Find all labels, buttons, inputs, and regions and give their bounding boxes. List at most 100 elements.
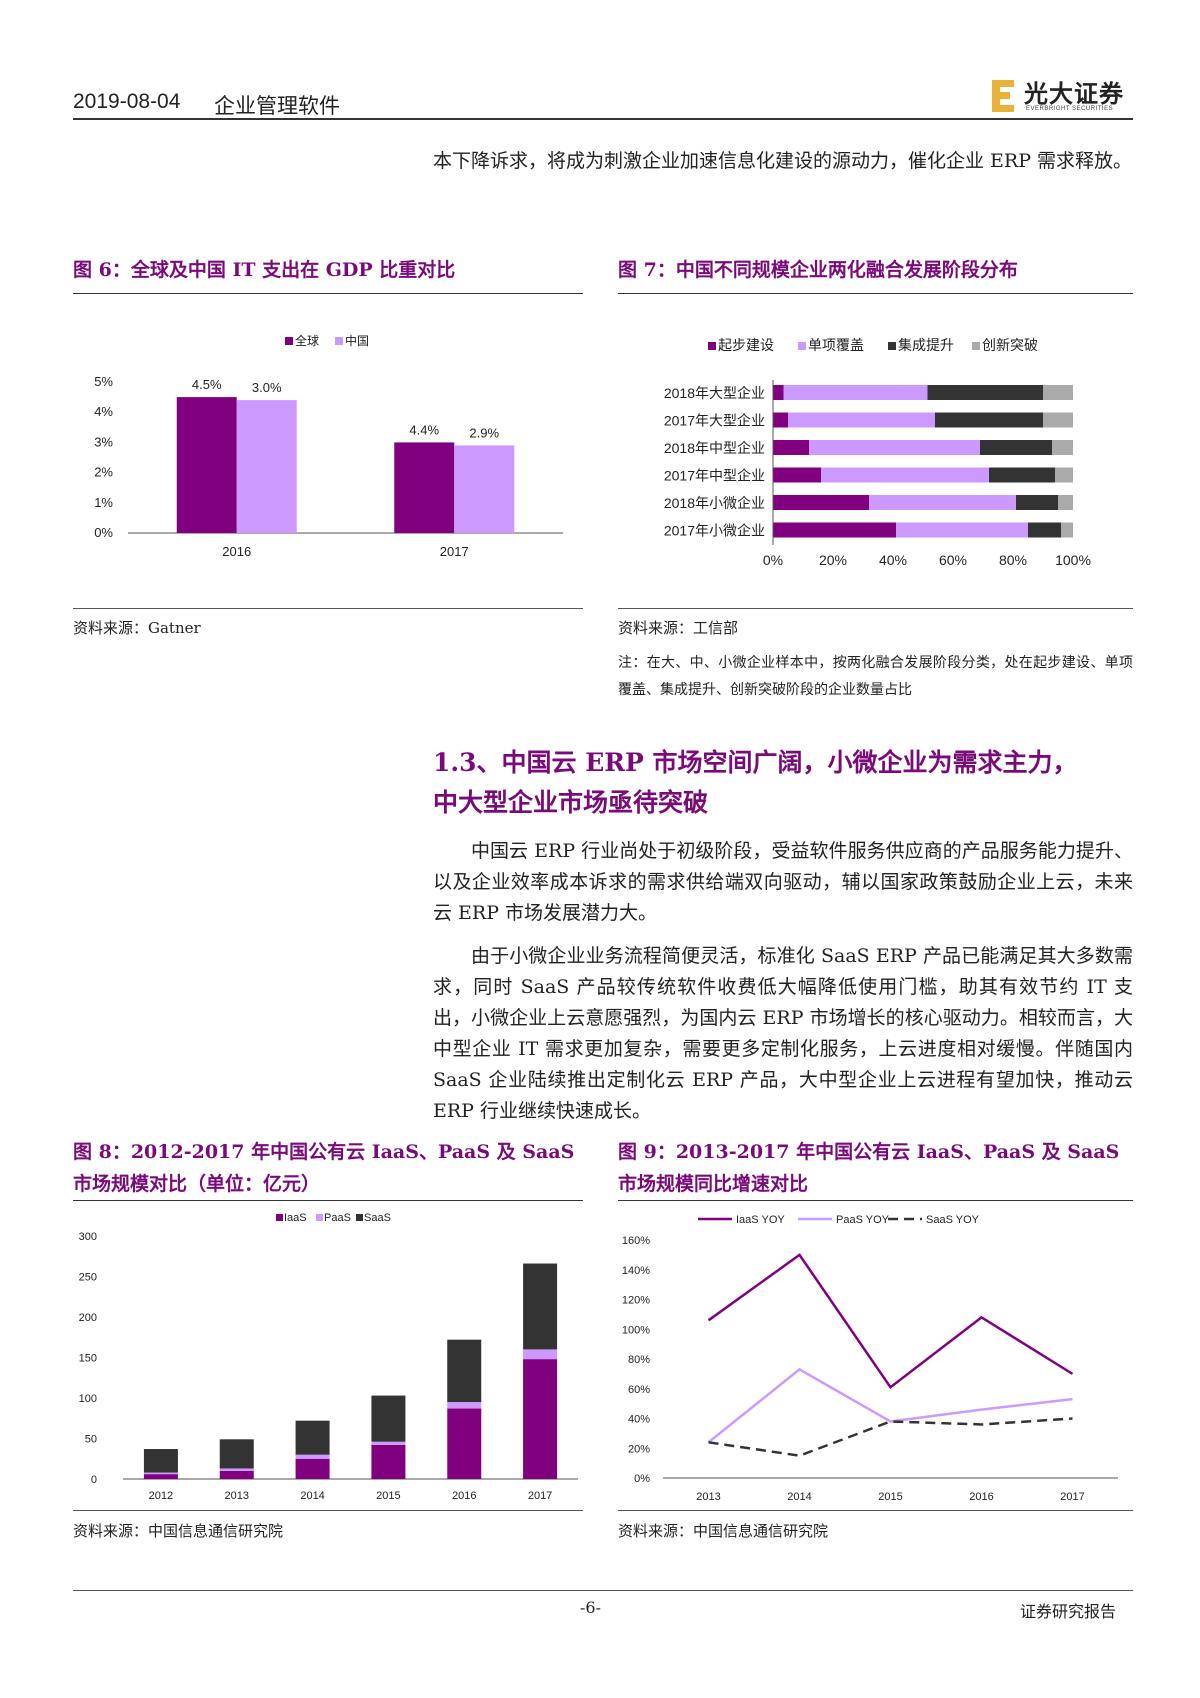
fig8-bar-segment (371, 1444, 406, 1479)
fig8-bottom-rule (73, 1510, 583, 1511)
fig7-xtick-label: 20% (819, 552, 847, 568)
fig8-bar-segment (523, 1263, 558, 1350)
fig6-value-label: 3.0% (252, 380, 282, 395)
fig6-legend-swatch (285, 337, 293, 345)
fig7-bar-segment (809, 440, 980, 455)
fig7-bar-segment (773, 467, 821, 483)
fig7-xtick-label: 60% (939, 552, 967, 568)
fig8-bar-segment (371, 1441, 406, 1445)
fig8-title-line2: 市场规模对比（单位：亿元） (73, 1173, 321, 1195)
fig7-category-label: 2018年中型企业 (664, 440, 765, 456)
fig6-ytick-label: 5% (94, 374, 113, 389)
fig8-xtick-label: 2012 (149, 1490, 173, 1502)
fig8-ytick-label: 100 (79, 1393, 97, 1405)
fig6-bar (236, 400, 297, 533)
fig6-title-rule (73, 293, 583, 294)
fig9-xtick-label: 2015 (878, 1491, 902, 1503)
fig9-series-line (708, 1417, 1073, 1457)
intro-paragraph: 本下降诉求，将成为刺激企业加速信息化建设的源动力，催化企业 ERP 需求释放。 (433, 150, 1133, 172)
fig8-bar-segment (219, 1439, 254, 1469)
fig6-legend-swatch (335, 337, 343, 345)
fig8-ytick-label: 250 (79, 1272, 97, 1284)
fig6-ytick-label: 0% (94, 525, 113, 540)
fig7-legend-label: 起步建设 (718, 337, 774, 353)
fig8-bar-segment (219, 1468, 254, 1471)
fig6-bar (454, 445, 515, 533)
fig8-xtick-label: 2015 (376, 1490, 400, 1502)
fig8-bar-segment (143, 1472, 178, 1475)
fig6-xtick-label: 2017 (440, 544, 469, 559)
fig7-bar-segment (1052, 440, 1073, 455)
fig7-bar-segment (773, 440, 809, 455)
report-category: 企业管理软件 (214, 95, 340, 118)
fig7-legend-swatch (708, 342, 716, 350)
fig7-bar-segment (989, 467, 1055, 483)
section-paragraph-1: 中国云 ERP 行业尚处于初级阶段，受益软件服务供应商的产品服务能力提升、以及企… (433, 840, 1133, 924)
fig8-bar-segment (447, 1408, 482, 1479)
fig7-bar-segment (1061, 522, 1073, 538)
fig8-bar-segment (371, 1395, 406, 1442)
fig9-legend-label: SaaS YOY (926, 1214, 980, 1226)
fig9-ytick-label: 40% (628, 1414, 650, 1426)
fig7-xtick-label: 100% (1055, 552, 1091, 568)
fig7-legend-swatch (888, 342, 896, 350)
logo-en: EVERBRIGHT SECURITIES (1026, 106, 1114, 112)
fig7-chart: 起步建设 单项覆盖 集成提升 创新突破 2018年大型企业 2017年大型企业 2018年中… (664, 337, 1091, 568)
fig9-legend-label: PaaS YOY (836, 1214, 890, 1226)
fig8-legend-label: SaaS (364, 1212, 391, 1224)
fig7-category-label: 2017年小微企业 (664, 523, 765, 539)
section-paragraph-2: 由于小微企业业务流程简便灵活，标准化 SaaS ERP 产品已能满足其大多数需求… (433, 945, 1133, 1122)
fig8-bar-segment (447, 1402, 482, 1409)
fig9-chart: IaaS YOY PaaS YOY SaaS YOY 0% 20% 40% 60% 80% 10… (622, 1214, 1118, 1503)
fig6-ytick-label: 2% (94, 465, 113, 480)
fig7-title: 图 7：中国不同规模企业两化融合发展阶段分布 (618, 259, 1018, 281)
fig8-bar-segment (295, 1420, 330, 1455)
fig7-category-label: 2018年大型企业 (664, 385, 765, 401)
fig9-legend-label: IaaS YOY (736, 1214, 785, 1226)
fig8-xtick-label: 2014 (300, 1490, 324, 1502)
section-title-line2: 中大型企业市场亟待突破 (433, 788, 709, 817)
fig9-ytick-label: 100% (622, 1324, 650, 1336)
company-logo: 光大证券 EVERBRIGHT SECURITIES (990, 76, 1130, 116)
section-title-line1: 1.3、中国云 ERP 市场空间广阔，小微企业为需求主力， (433, 748, 1078, 777)
header-rule (73, 118, 1133, 120)
fig6-xtick-label: 2016 (222, 544, 251, 559)
fig7-legend-swatch (798, 342, 806, 350)
fig9-ytick-label: 140% (622, 1265, 650, 1277)
fig7-category-label: 2017年中型企业 (664, 468, 765, 484)
fig6-legend-label: 中国 (345, 333, 369, 348)
fig9-title-line1: 图 9：2013-2017 年中国公有云 IaaS、PaaS 及 SaaS (618, 1141, 1120, 1163)
footer-rule (73, 1590, 1133, 1591)
fig8-legend-swatch (316, 1214, 323, 1221)
fig8-title-rule (73, 1200, 583, 1201)
fig7-legend-label: 创新突破 (982, 337, 1038, 353)
fig8-bar-segment (143, 1449, 178, 1473)
fig7-note: 注：在大、中、小微企业样本中，按两化融合发展阶段分类，处在起步建设、单项覆盖、集… (618, 655, 1133, 698)
fig9-ytick-label: 80% (628, 1354, 650, 1366)
fig8-legend-label: IaaS (284, 1212, 307, 1224)
fig6-value-label: 2.9% (469, 425, 499, 440)
fig9-xtick-label: 2017 (1060, 1491, 1084, 1503)
page-number: -6- (580, 1598, 601, 1617)
fig8-bar-segment (523, 1359, 558, 1479)
fig7-bar-segment (935, 412, 1043, 428)
report-date: 2019-08-04 (73, 90, 181, 113)
fig7-bar-segment (773, 385, 784, 400)
fig7-legend-label: 集成提升 (898, 337, 954, 353)
fig8-xtick-label: 2016 (452, 1490, 476, 1502)
fig9-xtick-label: 2013 (696, 1491, 720, 1503)
fig7-bar-segment (773, 495, 869, 510)
fig8-chart: IaaS PaaS SaaS 0 50 100 150 200 250 300 2012 2013 20… (79, 1212, 578, 1502)
fig6-ytick-label: 3% (94, 434, 113, 449)
fig8-legend-label: PaaS (324, 1212, 351, 1224)
fig7-bar-segment (1043, 385, 1073, 400)
fig7-source: 资料来源：工信部 (618, 619, 739, 637)
fig7-bar-segment (773, 412, 788, 428)
fig7-xtick-label: 0% (763, 552, 783, 568)
logo-cn: 光大证券 (1024, 79, 1124, 108)
fig8-ytick-label: 0 (91, 1474, 97, 1486)
fig6-bar (394, 442, 455, 533)
logo-mark-icon (992, 80, 1014, 112)
footer-label: 证券研究报告 (1020, 1602, 1117, 1621)
fig6-legend-label: 全球 (295, 333, 319, 348)
